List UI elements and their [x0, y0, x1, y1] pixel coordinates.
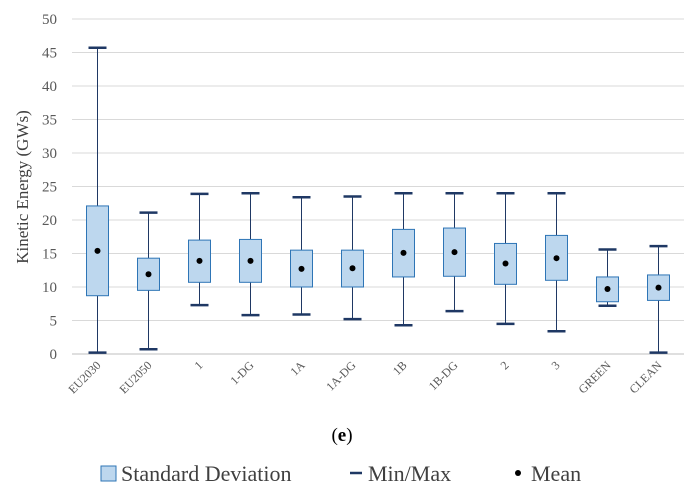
mean-point [553, 255, 560, 262]
x-tick-label: 1B [390, 358, 410, 378]
box-1a-dg [341, 195, 364, 321]
box-1b [392, 191, 415, 327]
mean-point [451, 249, 458, 256]
y-tick-label: 35 [42, 113, 57, 129]
x-tick-label: 1 [191, 358, 205, 372]
mean-point [349, 265, 356, 272]
box-eu2030 [86, 46, 109, 354]
mean-point [196, 257, 203, 264]
x-tick-label: 1-DG [227, 358, 256, 387]
box-1a [290, 195, 313, 316]
box-1 [188, 192, 211, 307]
x-tick-label: 1A [287, 358, 308, 379]
x-tick-label: EU2030 [65, 358, 103, 396]
y-axis-ticks: 0 5 10 15 20 25 30 35 40 45 50 [42, 12, 57, 363]
x-tick-label: 1A-DG [323, 358, 359, 394]
plot-area [86, 46, 670, 354]
x-tick-label: GREEN [575, 358, 613, 396]
mean-point [298, 265, 305, 272]
gridlines [72, 18, 684, 355]
box-1b-dg [443, 191, 466, 313]
legend-swatch-standard-deviation [100, 465, 117, 482]
panel-label-letter: e [338, 425, 346, 446]
mean-point [94, 247, 101, 254]
y-tick-label: 10 [42, 280, 57, 296]
x-tick-label: 2 [497, 358, 511, 372]
mean-point [604, 286, 611, 293]
box-3 [545, 191, 568, 333]
y-tick-label: 0 [50, 347, 58, 363]
box-eu2050 [137, 211, 160, 351]
mean-point [502, 260, 509, 267]
x-tick-label: 3 [548, 358, 562, 372]
y-tick-label: 15 [42, 247, 57, 263]
mean-point [247, 257, 254, 264]
panel-label-close-paren: ) [346, 425, 352, 446]
y-tick-label: 45 [42, 46, 57, 62]
y-axis-title: Kinetic Energy (GWs) [13, 110, 32, 264]
x-axis-ticks: EU2030 EU2050 1 1-DG 1A 1A-DG 1B 1B-DG 2 3 GREEN CL… [65, 358, 664, 396]
legend: Standard Deviation Min/Max Mean [100, 461, 581, 486]
panel-label: (e) [331, 425, 352, 446]
y-tick-label: 25 [42, 180, 57, 196]
x-tick-label: EU2050 [116, 358, 154, 396]
mean-point [400, 249, 407, 256]
legend-label-mean: Mean [531, 461, 581, 486]
x-tick-label: 1B-DG [426, 358, 461, 393]
legend-label-standard-deviation: Standard Deviation [121, 461, 291, 486]
legend-label-min-max: Min/Max [368, 461, 451, 486]
y-tick-label: 40 [42, 79, 57, 95]
box-2 [494, 191, 517, 326]
legend-swatch-mean [515, 470, 521, 476]
box-green [596, 248, 619, 308]
panel-label-open-paren: ( [331, 425, 337, 446]
mean-point [145, 271, 152, 278]
y-tick-label: 20 [42, 213, 57, 229]
y-tick-label: 30 [42, 146, 57, 162]
box-1-dg [239, 191, 262, 317]
y-tick-label: 5 [50, 314, 58, 330]
x-tick-label: CLEAN [626, 358, 664, 396]
box-clean [647, 244, 670, 354]
y-tick-label: 50 [42, 12, 57, 28]
mean-point [655, 284, 662, 291]
